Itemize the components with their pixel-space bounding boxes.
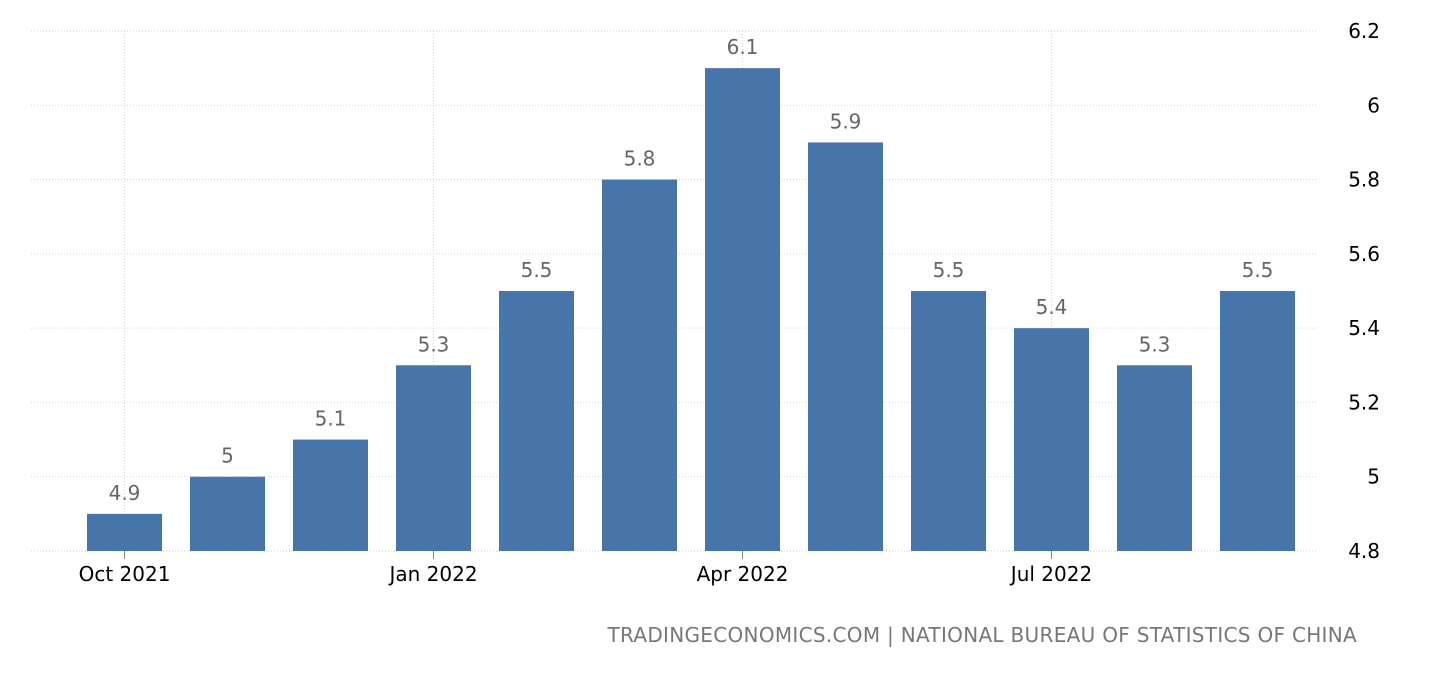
bars: [87, 68, 1295, 552]
x-tick-label: Apr 2022: [697, 562, 789, 586]
bar-value-label: 5.9: [830, 109, 862, 133]
bar-value-label: 5: [221, 444, 234, 468]
x-tick-label: Jan 2022: [387, 562, 477, 586]
bar: [396, 365, 471, 551]
y-axis: 4.8 5 5.2 5.4 5.6 5.8 6 6.2: [1348, 19, 1380, 563]
bar-value-label: 4.9: [109, 481, 141, 505]
y-tick-label: 5.4: [1348, 316, 1380, 340]
bar: [293, 439, 368, 551]
y-tick-label: 5.8: [1348, 168, 1380, 192]
bar-value-label: 5.3: [418, 332, 450, 356]
bar: [911, 291, 986, 551]
bar: [1014, 328, 1089, 551]
bar: [602, 179, 677, 552]
bar-value-label: 5.8: [624, 147, 656, 171]
bar-value-label: 5.1: [315, 407, 347, 431]
bar: [190, 476, 265, 551]
bar-value-label: 5.4: [1036, 295, 1068, 319]
data-labels: 4.9 5 5.1 5.3 5.5 5.8 6.1 5.9 5.5 5.4 5.3 5.5: [109, 35, 1274, 505]
bar-value-label: 6.1: [727, 35, 759, 59]
bar: [808, 142, 883, 551]
bar-value-label: 5.3: [1139, 332, 1171, 356]
x-tick-label: Oct 2021: [79, 562, 171, 586]
bar: [705, 68, 780, 552]
y-tick-label: 4.8: [1348, 539, 1380, 563]
bar: [87, 513, 162, 551]
y-tick-label: 5.6: [1348, 242, 1380, 266]
bar: [1220, 291, 1295, 551]
x-axis: Oct 2021 Jan 2022 Apr 2022 Jul 2022: [79, 551, 1092, 586]
y-tick-label: 6.2: [1348, 19, 1380, 43]
y-tick-label: 5.2: [1348, 390, 1380, 414]
bar-value-label: 5.5: [1242, 258, 1274, 282]
source-caption: TRADINGECONOMICS.COM | NATIONAL BUREAU O…: [606, 623, 1357, 647]
bar-value-label: 5.5: [521, 258, 553, 282]
bar-value-label: 5.5: [933, 258, 965, 282]
y-tick-label: 5: [1367, 465, 1380, 489]
bar: [499, 291, 574, 551]
bar: [1117, 365, 1192, 551]
y-tick-label: 6: [1367, 93, 1380, 117]
x-tick-label: Jul 2022: [1009, 562, 1092, 586]
